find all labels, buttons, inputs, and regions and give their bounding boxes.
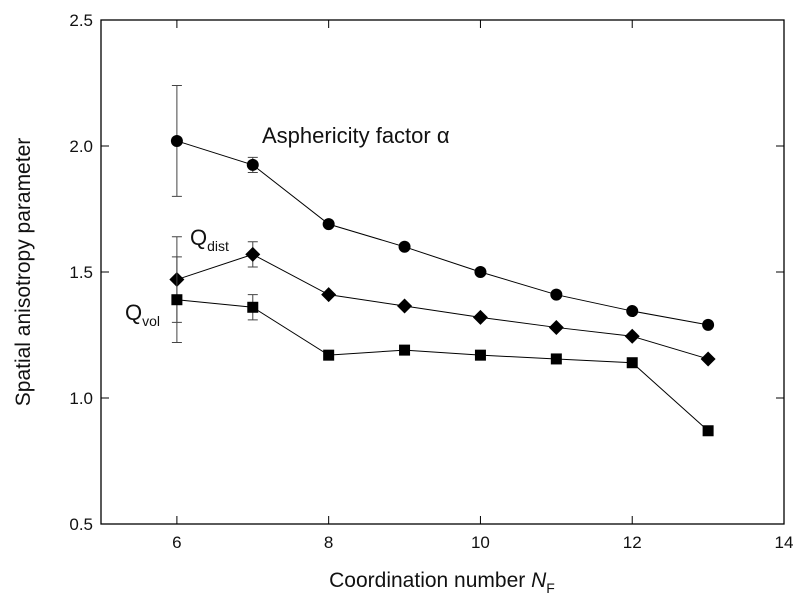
plot-frame [100,19,785,525]
x-tick-label: 12 [623,533,642,552]
point [474,266,487,278]
y-axis-label: Spatial anisotropy parameter [12,138,35,406]
x-tick-label: 10 [471,533,490,552]
x-tick-label: 14 [775,533,794,552]
point [171,294,183,306]
x-tick-label: 8 [324,533,333,552]
point [246,158,259,171]
y-tick-label: 2.0 [69,137,93,156]
point [322,218,335,231]
series-label-name: Asphericity factor α [262,123,450,148]
point [398,240,411,253]
x-tick-label: 6 [172,533,181,552]
y-tick-label: 1.0 [69,389,93,408]
x-axis-symbol: N [531,569,547,592]
x-axis-label: Coordination number NF [329,569,555,596]
point [247,301,259,313]
point [245,246,261,262]
point [399,344,411,356]
series-label-subscript: dist [207,238,229,254]
series-label: Asphericity factor α [262,123,450,148]
point [397,298,413,314]
point [323,349,335,361]
point [624,328,640,344]
point [548,319,564,335]
point [702,425,714,437]
y-tick-label: 0.5 [69,515,93,534]
x-axis-subscript: F [546,580,555,596]
series-label-name: Q [125,300,142,325]
y-tick-label: 1.5 [69,263,93,282]
x-axis-label-text: Coordination number [329,569,525,592]
point [626,357,638,369]
point [321,287,337,303]
point [550,353,562,365]
series-line [176,140,709,326]
point [472,309,488,325]
series-label-subscript: vol [142,313,160,329]
series-label: Qvol [125,300,160,329]
point [474,349,486,361]
series-label-name: Q [190,225,207,250]
point [170,134,183,147]
series-line [176,299,709,432]
point [700,351,716,367]
point [626,305,639,318]
point [550,288,563,301]
y-tick-label: 2.5 [69,11,93,30]
point [702,318,715,331]
series-label: Qdist [190,225,229,254]
series-line [176,253,709,360]
